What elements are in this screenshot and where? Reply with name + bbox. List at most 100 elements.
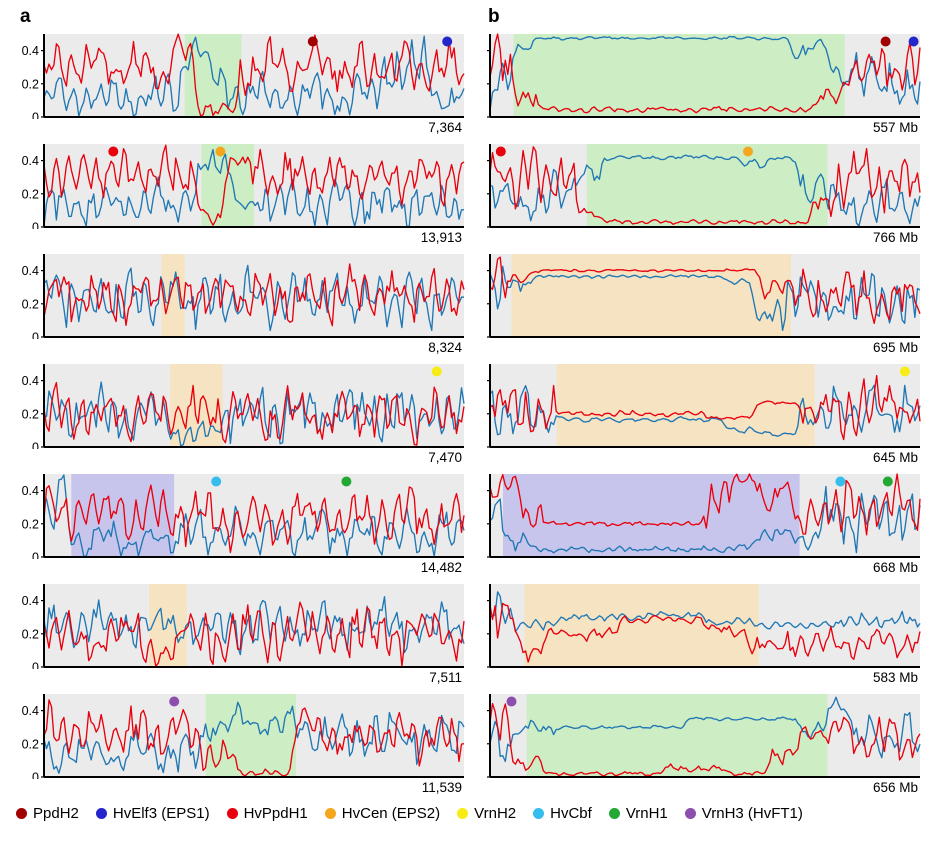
panels-a: 0.4 0.2 0 7,364 0.4 0.2 0 13,913 0.4 0.2 0 8,324 0.4… bbox=[14, 31, 466, 800]
gene-marker-dot bbox=[442, 36, 453, 47]
legend-label-hvcen: HvCen (EPS2) bbox=[341, 805, 441, 822]
diversity-plot-a5: 0.4 0.2 0 bbox=[22, 474, 465, 559]
series-red-line bbox=[489, 146, 921, 225]
y-tick-label: 0.2 bbox=[22, 737, 39, 751]
series-red-line bbox=[489, 702, 921, 777]
series-red-line bbox=[43, 601, 465, 667]
panel-end-label: 7,364 bbox=[428, 120, 462, 135]
legend-item-vrnh3: VrnH3 (HvFT1) bbox=[684, 805, 803, 822]
plot-background bbox=[44, 584, 464, 667]
legend-dot-ppdh2 bbox=[16, 808, 27, 819]
chart-panel-b4: 645 Mb bbox=[482, 361, 922, 470]
chart-panel-b2: 766 Mb bbox=[482, 141, 922, 250]
panel-a-label: a bbox=[20, 6, 31, 27]
series-red-line bbox=[489, 473, 921, 536]
panel-end-label: 7,511 bbox=[429, 670, 462, 685]
y-tick-label: 0.4 bbox=[22, 594, 39, 608]
gene-marker-dot bbox=[743, 146, 753, 157]
series-blue-line bbox=[489, 485, 921, 554]
legend: PpdH2 HvElf3 (EPS1) HvPpdH1 HvCen (EPS2) Vrn… bbox=[14, 805, 938, 822]
series-blue-line bbox=[43, 701, 465, 774]
series-blue-line bbox=[489, 154, 921, 227]
diversity-plot-b5 bbox=[487, 473, 921, 558]
chart-panel-b3: 695 Mb bbox=[482, 251, 922, 360]
column-a: a 0.4 0.2 0 7,364 0.4 0.2 0 13,913 0.4 0.2 0 8,324 0… bbox=[14, 6, 466, 801]
series-red-line bbox=[43, 484, 465, 554]
chart-panel-b1: 557 Mb bbox=[482, 31, 922, 140]
panel-end-label: 11,539 bbox=[421, 780, 462, 795]
legend-label-vrnh3: VrnH3 (HvFT1) bbox=[701, 805, 803, 822]
panel-end-label: 645 Mb bbox=[872, 450, 918, 465]
series-blue-line bbox=[43, 596, 465, 656]
series-red-line bbox=[43, 263, 465, 327]
chart-panel-a2: 0.4 0.2 0 13,913 bbox=[14, 141, 466, 250]
y-tick-label: 0.4 bbox=[22, 704, 39, 718]
series-blue-line bbox=[43, 148, 465, 227]
legend-dot-vrnh2 bbox=[457, 808, 469, 819]
gene-marker-dot bbox=[495, 146, 506, 157]
y-tick-label: 0.2 bbox=[22, 407, 39, 421]
y-tick-label: 0 bbox=[32, 441, 39, 450]
series-blue-line bbox=[489, 265, 921, 331]
highlight-region bbox=[205, 694, 296, 777]
gene-marker-dot bbox=[908, 36, 919, 47]
legend-dot-vrnh3 bbox=[684, 808, 696, 819]
legend-item-hvcbf: HvCbf bbox=[533, 805, 592, 822]
legend-dot-hvppdh1 bbox=[226, 808, 238, 819]
y-tick-label: 0.2 bbox=[22, 297, 39, 311]
y-tick-label: 0.4 bbox=[22, 484, 39, 498]
plot-background bbox=[44, 364, 464, 447]
legend-item-hvppdh1: HvPpdH1 bbox=[226, 805, 308, 822]
diversity-plot-b3 bbox=[487, 254, 921, 338]
panel-end-label: 14,482 bbox=[420, 560, 462, 575]
series-blue-line bbox=[489, 35, 921, 111]
panel-end-label: 8,324 bbox=[428, 340, 462, 355]
series-red-line bbox=[43, 144, 465, 226]
highlight-region bbox=[526, 694, 828, 777]
column-b: b 557 Mb 766 Mb 695 Mb 645 Mb 668 Mb 583 Mb 65… bbox=[482, 6, 922, 801]
series-red-line bbox=[489, 374, 921, 441]
y-tick-label: 0 bbox=[32, 111, 39, 120]
gene-marker-dot bbox=[506, 696, 517, 707]
series-red-line bbox=[43, 33, 465, 117]
diversity-plot-a6: 0.4 0.2 0 bbox=[22, 584, 465, 669]
y-tick-label: 0.2 bbox=[22, 187, 39, 201]
y-tick-label: 0.4 bbox=[22, 44, 39, 58]
legend-dot-hvelf3 bbox=[95, 808, 107, 819]
legend-dot-hvcen bbox=[324, 808, 336, 819]
y-tick-label: 0.4 bbox=[22, 374, 39, 388]
gene-marker-dot bbox=[108, 146, 119, 157]
gene-marker-dot bbox=[169, 696, 180, 707]
panel-end-label: 668 Mb bbox=[872, 560, 918, 575]
chart-panel-a3: 0.4 0.2 0 8,324 bbox=[14, 251, 466, 360]
gene-marker-dot bbox=[431, 366, 442, 377]
panel-end-label: 7,470 bbox=[428, 450, 462, 465]
highlight-region bbox=[201, 144, 254, 227]
series-red-line bbox=[43, 699, 465, 777]
diversity-plot-b6 bbox=[487, 584, 921, 668]
series-blue-line bbox=[489, 591, 921, 633]
gene-marker-dot bbox=[341, 476, 352, 487]
panel-b-label: b bbox=[488, 6, 500, 27]
gene-marker-dot bbox=[215, 146, 226, 157]
gene-marker-dot bbox=[211, 476, 222, 487]
diversity-plot-a2: 0.4 0.2 0 bbox=[22, 144, 465, 230]
highlight-region bbox=[149, 584, 187, 667]
y-tick-label: 0 bbox=[32, 221, 39, 230]
series-blue-line bbox=[43, 474, 465, 557]
highlight-region bbox=[524, 584, 759, 667]
chart-panel-b7: 656 Mb bbox=[482, 691, 922, 800]
chart-panel-a4: 0.4 0.2 0 7,470 bbox=[14, 361, 466, 470]
chart-panel-a7: 0.4 0.2 0 11,539 bbox=[14, 691, 466, 800]
legend-item-vrnh1: VrnH1 bbox=[608, 805, 668, 822]
highlight-region bbox=[71, 474, 175, 557]
legend-dot-vrnh1 bbox=[608, 808, 620, 819]
highlight-region bbox=[511, 254, 791, 337]
panel-end-label: 583 Mb bbox=[872, 670, 918, 685]
y-tick-label: 0 bbox=[32, 331, 39, 340]
series-blue-line bbox=[43, 35, 465, 117]
highlight-region bbox=[502, 474, 800, 557]
gene-marker-dot bbox=[882, 476, 893, 487]
chart-panel-a5: 0.4 0.2 0 14,482 bbox=[14, 471, 466, 580]
gene-marker-dot bbox=[835, 476, 846, 487]
